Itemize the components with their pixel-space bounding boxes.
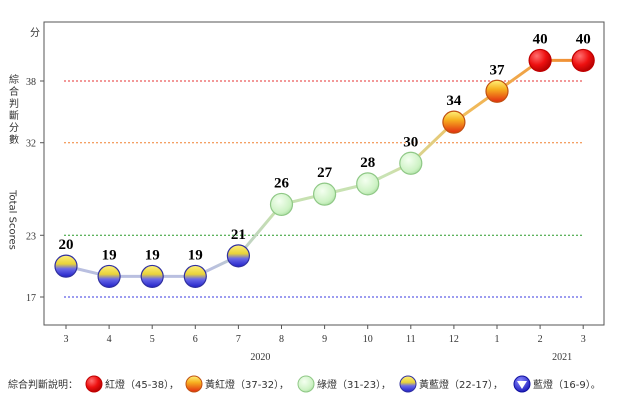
x-tick-label: 3	[581, 334, 586, 345]
y-axis-ticks: 17 23 32 38	[26, 77, 44, 304]
y-axis-label-cn: 綜合判斷分數	[7, 73, 19, 146]
data-point-yellow-red	[442, 110, 466, 134]
data-point-green	[399, 151, 423, 175]
data-labels: 20 19 19 19 21 26 27 28 30 34 37 40 40	[59, 31, 591, 263]
y-tick-label: 17	[26, 293, 36, 304]
data-point-yellow-red	[485, 79, 509, 103]
data-points	[54, 48, 595, 289]
legend-swatch-red	[85, 375, 103, 393]
data-label: 26	[274, 175, 290, 191]
data-label: 28	[360, 155, 375, 171]
data-label: 19	[145, 247, 160, 263]
data-point-green	[269, 192, 294, 217]
data-point-red	[571, 48, 595, 73]
legend-swatch-yellow-red	[185, 375, 203, 393]
x-axis-ticks: 3 4 5 6 7 8 9 10 11 12 1 2 3	[64, 325, 586, 345]
plot-frame	[43, 21, 605, 326]
legend-label: 黃藍燈（22-17），	[419, 378, 503, 391]
x-tick-label: 11	[406, 334, 416, 345]
legend-swatch-blue-glyph	[517, 381, 527, 389]
data-label: 40	[533, 31, 548, 47]
legend: 綜合判斷說明： 紅燈（45-38）， 黃紅燈（37-32）， 綠燈（31-23）， 黃…	[8, 375, 601, 393]
x-tick-label: 9	[322, 334, 327, 345]
legend-title: 綜合判斷說明：	[8, 378, 78, 391]
x-tick-label: 12	[449, 334, 459, 345]
data-label: 30	[403, 134, 418, 150]
x-tick-label: 8	[279, 334, 284, 345]
x-tick-label: 1	[495, 334, 500, 345]
data-point-green	[356, 172, 380, 196]
data-label: 34	[446, 93, 462, 109]
y-tick-label: 32	[26, 139, 36, 150]
legend-label: 綠燈（31-23），	[317, 379, 391, 391]
data-point-yellow-blue	[54, 254, 78, 278]
legend-swatch-yellow-blue	[399, 375, 417, 393]
year-label: 2020	[250, 352, 270, 363]
data-point-yellow-blue	[226, 244, 250, 268]
year-label: 2021	[552, 352, 572, 363]
data-label: 20	[59, 237, 74, 253]
data-point-green	[313, 182, 337, 206]
y-axis-label-en: Total Scores	[7, 189, 18, 250]
legend-swatch-green	[297, 375, 315, 393]
legend-label: 紅燈（45-38），	[105, 379, 179, 391]
x-tick-label: 5	[150, 334, 155, 345]
legend-label: 黃紅燈（37-32），	[205, 378, 289, 391]
data-label: 21	[231, 227, 246, 243]
y-tick-label: 23	[26, 231, 36, 242]
data-label: 19	[102, 247, 117, 263]
data-label: 40	[576, 31, 591, 47]
x-tick-label: 2	[538, 334, 543, 345]
x-tick-label: 10	[363, 334, 373, 345]
year-labels: 2020 2021	[250, 352, 572, 363]
data-point-yellow-blue	[140, 264, 164, 289]
data-label: 27	[317, 165, 333, 181]
data-label: 37	[490, 62, 506, 78]
x-tick-label: 3	[64, 334, 69, 345]
y-tick-label: 38	[26, 77, 36, 88]
x-tick-label: 7	[236, 334, 241, 345]
data-point-yellow-blue	[183, 264, 207, 289]
legend-label: 藍燈（16-9）。	[533, 378, 601, 391]
data-label: 19	[188, 247, 203, 263]
x-tick-label: 4	[107, 334, 112, 345]
y-unit-label: 分	[30, 27, 40, 39]
data-point-red	[528, 48, 552, 73]
x-tick-label: 6	[193, 334, 198, 345]
data-point-yellow-blue	[97, 264, 121, 289]
